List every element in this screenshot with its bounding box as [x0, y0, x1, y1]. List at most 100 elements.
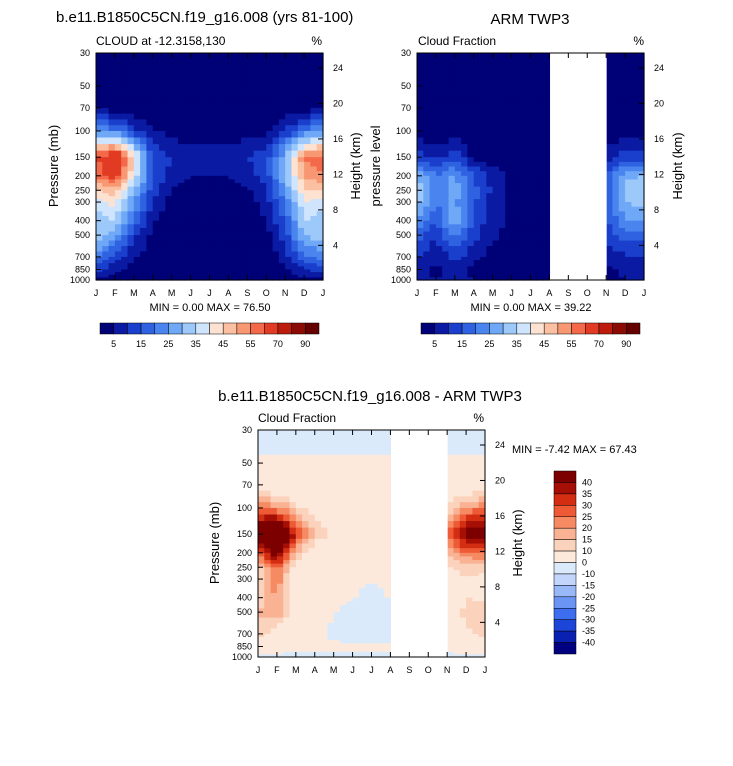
heatmap-cell	[327, 560, 335, 565]
heatmap-cell	[333, 649, 341, 653]
heatmap-cell	[346, 623, 354, 630]
heatmap-cell	[524, 202, 532, 208]
heatmap-cell	[203, 157, 211, 163]
heatmap-cell	[264, 446, 272, 456]
heatmap-cell	[447, 507, 455, 516]
heatmap-cell	[448, 179, 456, 184]
heatmap-cell	[454, 171, 462, 177]
heatmap-cell	[429, 206, 437, 212]
heatmap-cell	[478, 646, 486, 650]
heatmap-cell	[234, 277, 242, 281]
heatmap-cell	[184, 266, 192, 271]
heatmap-cell	[448, 277, 456, 281]
colorbar-swatch	[236, 322, 251, 335]
heatmap-cell	[459, 593, 467, 599]
heatmap-cell	[358, 496, 366, 503]
heatmap-cell	[543, 251, 551, 258]
heatmap-cell	[121, 102, 129, 109]
heatmap-cell	[184, 235, 192, 242]
heatmap-cell	[258, 573, 265, 577]
heatmap-cell	[241, 166, 248, 172]
heatmap-cell	[321, 646, 328, 650]
heatmap-cell	[530, 193, 538, 197]
heatmap-cell	[304, 277, 311, 281]
heatmap-cell	[492, 171, 500, 177]
heatmap-cell	[171, 240, 179, 247]
heatmap-cell	[114, 260, 122, 264]
heatmap-cell	[358, 446, 366, 456]
heatmap-cell	[272, 277, 280, 281]
heatmap-cell	[283, 548, 291, 554]
heatmap-cell	[209, 77, 217, 87]
heatmap-cell	[346, 479, 354, 486]
heatmap-cell	[253, 86, 261, 93]
heatmap-cell	[316, 150, 324, 158]
x-tick-label: D	[301, 288, 308, 298]
heatmap-cell	[461, 183, 469, 188]
heatmap-cell	[310, 246, 318, 253]
heatmap-cell	[241, 161, 248, 168]
heatmap-cell	[289, 573, 297, 577]
heatmap-cell	[247, 196, 255, 200]
heatmap-cell	[333, 463, 341, 470]
heatmap-cell	[365, 612, 373, 619]
heatmap-cell	[177, 86, 185, 93]
heatmap-cell	[146, 263, 154, 267]
x-tick-label: S	[565, 288, 571, 298]
heatmap-cell	[447, 556, 455, 561]
x-tick-label: O	[425, 665, 432, 675]
heatmap-cell	[371, 593, 379, 599]
colorbar-label: 25	[582, 512, 592, 522]
heatmap-cell	[108, 61, 116, 71]
heatmap-cell	[524, 102, 532, 109]
colorbar-label: -30	[582, 615, 595, 625]
heatmap-cell	[478, 637, 486, 641]
heatmap-cell	[308, 430, 316, 439]
heatmap-cell	[524, 171, 532, 177]
heatmap-cell	[447, 604, 455, 610]
heatmap-cell	[196, 157, 204, 163]
heatmap-cell	[423, 193, 431, 197]
heatmap-cell	[278, 227, 286, 233]
heatmap-cell	[314, 633, 322, 638]
colorbar-swatch	[530, 322, 545, 335]
heatmap-cell	[423, 224, 431, 229]
heatmap-cell	[625, 91, 632, 98]
heatmap-cell	[377, 438, 385, 448]
heatmap-cell	[258, 579, 265, 585]
heatmap-cell	[377, 649, 385, 653]
heatmap-cell	[152, 263, 160, 267]
heatmap-cell	[270, 567, 278, 571]
heatmap-cell	[511, 130, 519, 139]
heatmap-cell	[365, 560, 373, 565]
heatmap-cell	[285, 69, 293, 79]
heatmap-cell	[524, 157, 532, 163]
heatmap-cell	[171, 206, 179, 212]
heatmap-cell	[272, 183, 280, 188]
heatmap-cell	[285, 274, 293, 278]
heatmap-cell	[358, 643, 366, 648]
heatmap-cell	[472, 446, 480, 456]
heatmap-cell	[536, 190, 544, 194]
heatmap-cell	[454, 199, 462, 203]
heatmap-cell	[270, 573, 278, 577]
heatmap-cell	[417, 227, 424, 233]
heatmap-cell	[102, 256, 110, 261]
heatmap-cell	[442, 53, 450, 62]
heatmap-cell	[435, 102, 443, 109]
heatmap-cell	[333, 576, 341, 580]
heatmap-cell	[453, 637, 461, 641]
heatmap-cell	[492, 231, 500, 236]
heatmap-cell	[447, 552, 455, 558]
heatmap-cell	[159, 186, 166, 191]
heatmap-cell	[365, 583, 373, 589]
heatmap-cell	[333, 430, 341, 439]
colorbar-swatch	[571, 322, 586, 335]
heatmap-cell	[321, 597, 328, 602]
heatmap-cell	[346, 637, 354, 641]
heatmap-cell	[289, 479, 297, 486]
heatmap-cell	[310, 69, 318, 79]
heatmap-cell	[492, 206, 500, 212]
heatmap-cell	[435, 183, 443, 188]
heatmap-cell	[631, 125, 639, 132]
